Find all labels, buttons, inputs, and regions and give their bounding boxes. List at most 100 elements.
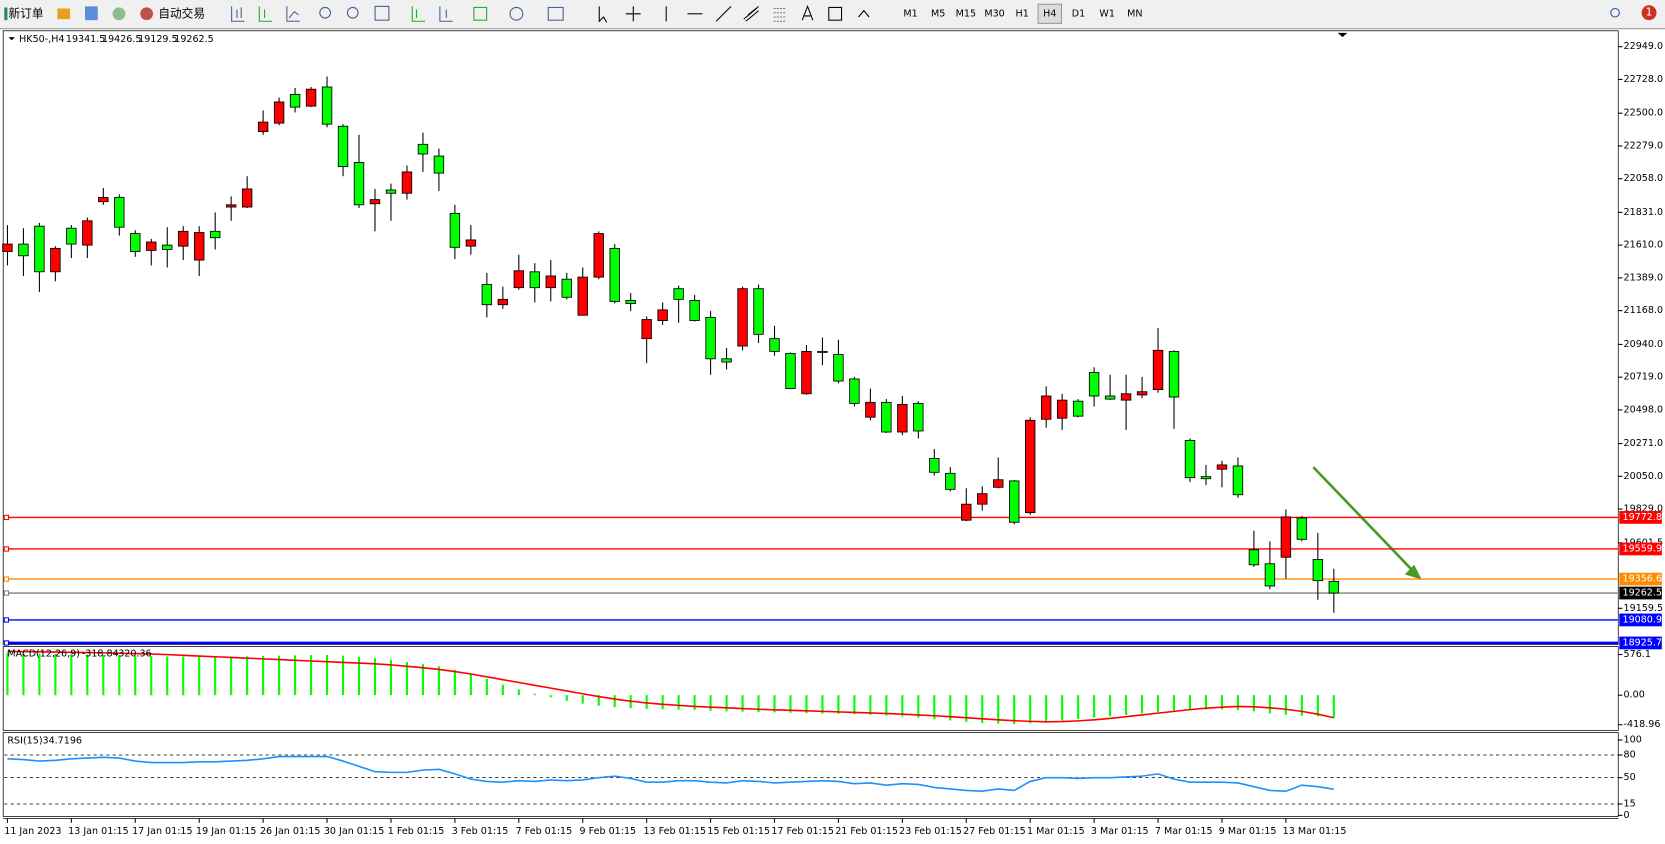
- candle-body: [369, 199, 381, 205]
- icon[interactable]: [57, 8, 71, 20]
- candle-body: [513, 270, 525, 289]
- toolbar: [0, 0, 1665, 29]
- timeframe-button[interactable]: M1: [903, 8, 917, 19]
- icon[interactable]: [509, 6, 524, 21]
- rsi-value: 34.7196: [43, 736, 83, 747]
- open-value: 19341.5: [66, 34, 106, 45]
- macd-bar: [1013, 695, 1016, 725]
- icon[interactable]: [439, 6, 453, 22]
- macd-bar: [134, 655, 137, 696]
- search-icon[interactable]: [1610, 7, 1620, 18]
- x-tick-label: 3 Feb 01:15: [452, 826, 509, 837]
- timeframe-button[interactable]: MN: [1127, 8, 1142, 19]
- timeframe-button[interactable]: H1: [1016, 8, 1029, 19]
- macd-bar: [6, 652, 9, 696]
- candle-body: [1312, 559, 1324, 582]
- level-label: 19559.9: [1622, 543, 1662, 554]
- level-label-bg: [1619, 572, 1662, 586]
- icon[interactable]: [858, 9, 870, 18]
- macd-bar: [725, 695, 728, 712]
- timeframe-button[interactable]: D1: [1072, 8, 1085, 19]
- rsi-window: [2, 732, 1619, 817]
- macd-bar: [1140, 695, 1144, 714]
- icon[interactable]: [598, 6, 608, 23]
- macd-bar: [501, 684, 504, 696]
- macd-bar: [1316, 695, 1319, 717]
- macd-bar: [246, 656, 249, 696]
- candle-body: [945, 472, 956, 490]
- macd-bar: [294, 655, 297, 696]
- macd-bar: [805, 695, 808, 714]
- window-menu[interactable]: [8, 37, 15, 41]
- candle-body: [1152, 349, 1164, 391]
- auto-trading-icon[interactable]: [140, 7, 154, 21]
- macd-bar: [709, 695, 712, 711]
- icon[interactable]: [411, 6, 426, 22]
- auto-trading-button[interactable]: 自动交易: [158, 6, 205, 20]
- macd-bar: [230, 656, 233, 696]
- level-label-bg: [1619, 511, 1662, 524]
- icon[interactable]: [346, 6, 359, 19]
- new-order-button[interactable]: 新订单: [9, 6, 44, 20]
- macd-signal-value: -320.36: [115, 648, 152, 659]
- macd-bar: [1188, 695, 1192, 710]
- macd-bar: [1300, 695, 1303, 716]
- icon[interactable]: [743, 5, 759, 22]
- y-tick-label: 21168.0: [1624, 305, 1664, 316]
- candle-body: [178, 230, 189, 247]
- candle-body: [2, 243, 13, 252]
- icon[interactable]: [319, 6, 331, 19]
- macd-bar: [1332, 695, 1335, 718]
- candle-body: [497, 298, 509, 306]
- timeframe-button[interactable]: M15: [956, 8, 976, 19]
- y-tick-label: 19159.5: [1624, 603, 1664, 614]
- icon[interactable]: [828, 6, 843, 21]
- icon[interactable]: [715, 5, 732, 22]
- candle-body: [417, 143, 429, 155]
- candle-body: [1296, 517, 1308, 540]
- icon[interactable]: [773, 7, 787, 22]
- level-label-bg: [1619, 613, 1662, 627]
- timeframe-button[interactable]: W1: [1099, 8, 1115, 19]
- icon[interactable]: [625, 6, 641, 22]
- rsi-y-tick-label: 80: [1624, 750, 1636, 761]
- x-tick-label: 17 Feb 01:15: [771, 826, 834, 837]
- active-timeframe: [1037, 3, 1063, 24]
- icon[interactable]: [473, 6, 488, 21]
- macd-bar: [1045, 695, 1048, 722]
- candle-body: [913, 402, 924, 432]
- y-tick-label: 22058.0: [1624, 173, 1664, 184]
- y-tick-label: 22279.0: [1624, 140, 1664, 151]
- icon[interactable]: [85, 6, 98, 21]
- candle-body: [1280, 516, 1292, 558]
- timeframe-button[interactable]: M30: [984, 8, 1004, 19]
- level-label: 19262.5: [1622, 588, 1662, 599]
- macd-bar: [597, 695, 600, 706]
- timeframe-button[interactable]: M5: [931, 8, 945, 19]
- icon[interactable]: [231, 6, 245, 22]
- icon[interactable]: [547, 6, 564, 21]
- y-tick-label: 22949.0: [1624, 41, 1664, 52]
- icon[interactable]: [286, 6, 300, 22]
- rsi-y-tick-label: 50: [1624, 772, 1636, 783]
- icon[interactable]: [258, 6, 273, 22]
- macd-bar: [869, 695, 872, 715]
- macd-bar: [453, 669, 456, 696]
- level-label: 19772.8: [1622, 512, 1662, 523]
- timeframe-button[interactable]: H4: [1043, 8, 1056, 19]
- icon[interactable]: [112, 7, 126, 21]
- level-label: 19080.9: [1622, 614, 1662, 625]
- icon[interactable]: [374, 5, 390, 21]
- notification-badge[interactable]: [1641, 5, 1657, 21]
- macd-bar: [469, 674, 472, 696]
- macd-bar: [1077, 695, 1080, 720]
- level-label-bg: [1619, 586, 1662, 600]
- x-tick-label: 30 Jan 01:15: [324, 826, 384, 837]
- candle-body: [689, 299, 700, 321]
- x-tick-label: 7 Mar 01:15: [1155, 826, 1213, 837]
- icon[interactable]: [801, 4, 814, 21]
- high-value: 19426.5: [102, 34, 142, 45]
- candle-body: [961, 503, 972, 521]
- macd-bar: [1061, 695, 1064, 721]
- candle-body: [130, 233, 141, 252]
